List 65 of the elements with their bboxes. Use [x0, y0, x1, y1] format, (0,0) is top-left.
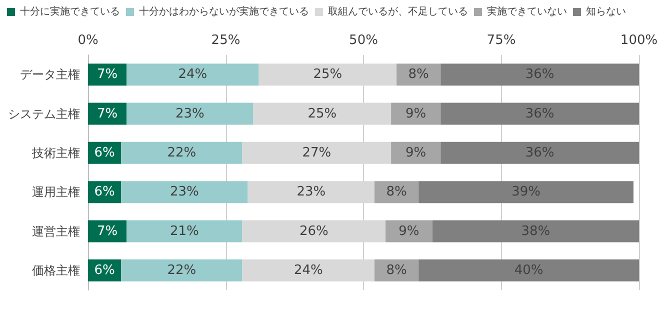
legend-label: 十分に実施できている: [20, 6, 120, 18]
data-label: 24%: [294, 262, 323, 278]
y-tick-label: システム主権: [8, 106, 80, 121]
bar: [88, 102, 127, 125]
bar: [126, 220, 242, 242]
data-label: 7%: [96, 67, 118, 82]
data-label: 8%: [386, 184, 407, 200]
data-label: 21%: [170, 224, 199, 239]
legend-label: 十分かはわからないが実施できている: [139, 6, 309, 18]
bar: [440, 64, 639, 86]
data-label: 8%: [408, 67, 429, 82]
y-tick-label: 運用主権: [32, 185, 80, 200]
data-label: 6%: [94, 184, 115, 200]
bar: [88, 64, 127, 86]
legend-label: 取組んでいるが、不足している: [328, 6, 468, 18]
data-label: 40%: [514, 262, 544, 278]
data-label: 26%: [299, 224, 328, 239]
data-label: 9%: [406, 106, 426, 122]
data-label: 36%: [525, 67, 554, 82]
data-label: 27%: [302, 145, 332, 160]
data-label: 8%: [386, 262, 407, 278]
bar: [391, 142, 441, 164]
data-label: 24%: [178, 67, 208, 82]
y-tick-label: 運営主権: [32, 224, 80, 238]
x-tick-label: 50%: [349, 33, 378, 48]
data-label: 7%: [96, 106, 118, 122]
bar: [121, 181, 248, 204]
data-label: 38%: [521, 224, 550, 239]
data-label: 25%: [313, 67, 342, 82]
data-label: 9%: [398, 224, 420, 239]
x-tick-label: 75%: [486, 33, 516, 48]
data-label: 36%: [525, 145, 554, 160]
bar: [88, 220, 127, 242]
data-label: 36%: [525, 106, 554, 122]
x-tick-label: 0%: [78, 33, 98, 48]
bar: [121, 259, 242, 282]
legend-label: 実施できていない: [487, 6, 567, 18]
legend-label: 知らない: [586, 6, 626, 18]
data-label: 25%: [308, 106, 337, 122]
y-tick-label: データ主権: [20, 68, 80, 82]
bar: [386, 220, 432, 242]
data-label: 22%: [167, 262, 196, 278]
data-label: 7%: [96, 224, 118, 239]
bar: [126, 102, 254, 125]
data-label: 22%: [167, 145, 196, 160]
data-label: 23%: [170, 184, 199, 200]
y-tick-label: 価格主権: [32, 263, 80, 278]
bar: [391, 102, 441, 125]
data-label: 23%: [175, 106, 204, 122]
bar: [126, 64, 259, 86]
data-label: 39%: [512, 184, 540, 200]
data-label: 6%: [94, 145, 115, 160]
bar: [432, 220, 639, 242]
bar: [440, 102, 639, 125]
bar: [121, 142, 242, 164]
bar: [418, 259, 639, 282]
bar: [440, 142, 639, 164]
data-label: 6%: [94, 262, 115, 278]
x-tick-label: 25%: [211, 33, 240, 48]
data-label: 23%: [296, 184, 326, 200]
y-tick-label: 技術主権: [31, 146, 80, 160]
bar: [374, 181, 419, 204]
bar: [418, 181, 634, 204]
x-tick-label: 100%: [620, 33, 658, 48]
data-label: 9%: [406, 145, 426, 160]
